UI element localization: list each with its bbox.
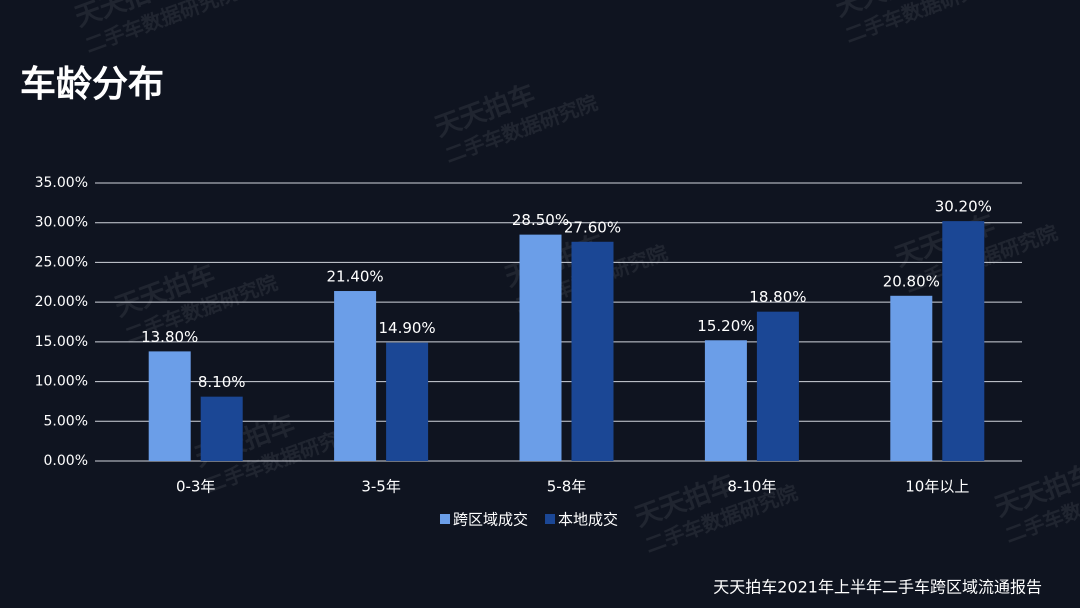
bar — [704, 340, 747, 461]
value-label: 15.20% — [697, 317, 754, 335]
bar — [519, 234, 562, 461]
value-label: 21.40% — [326, 268, 383, 286]
value-label: 28.50% — [512, 211, 569, 229]
y-tick-label: 25.00% — [35, 254, 88, 270]
y-tick-label: 0.00% — [44, 453, 88, 469]
bar — [890, 295, 933, 461]
value-label: 18.80% — [749, 288, 806, 306]
value-label: 20.80% — [883, 272, 940, 290]
bar — [756, 311, 799, 461]
bar — [386, 342, 429, 461]
bar — [334, 291, 377, 461]
bar — [200, 396, 243, 461]
y-tick-label: 15.00% — [35, 334, 88, 350]
legend-swatch — [545, 514, 556, 524]
x-tick-label: 8-10年 — [727, 478, 776, 496]
x-tick-label: 10年以上 — [905, 478, 969, 496]
bar — [148, 351, 191, 461]
slide-title: 车龄分布 — [20, 64, 164, 105]
value-label: 8.10% — [198, 373, 246, 391]
bar — [571, 241, 614, 461]
y-tick-label: 30.00% — [35, 215, 88, 231]
bar — [942, 221, 985, 461]
y-tick-label: 20.00% — [35, 294, 88, 310]
legend-label: 跨区域成交 — [453, 511, 528, 529]
value-label: 13.80% — [141, 328, 198, 346]
source-note: 天天拍车2021年上半年二手车跨区域流通报告 — [713, 578, 1042, 597]
y-tick-label: 10.00% — [35, 374, 88, 390]
x-tick-label: 3-5年 — [361, 478, 401, 496]
value-label: 30.20% — [935, 198, 992, 216]
y-tick-label: 35.00% — [35, 175, 88, 191]
legend-swatch — [440, 514, 450, 524]
value-label: 14.90% — [378, 319, 435, 337]
value-label: 27.60% — [564, 218, 621, 236]
x-tick-label: 0-3年 — [176, 478, 216, 496]
y-tick-label: 5.00% — [44, 413, 88, 429]
legend-label: 本地成交 — [558, 511, 618, 529]
x-tick-label: 5-8年 — [547, 478, 587, 496]
